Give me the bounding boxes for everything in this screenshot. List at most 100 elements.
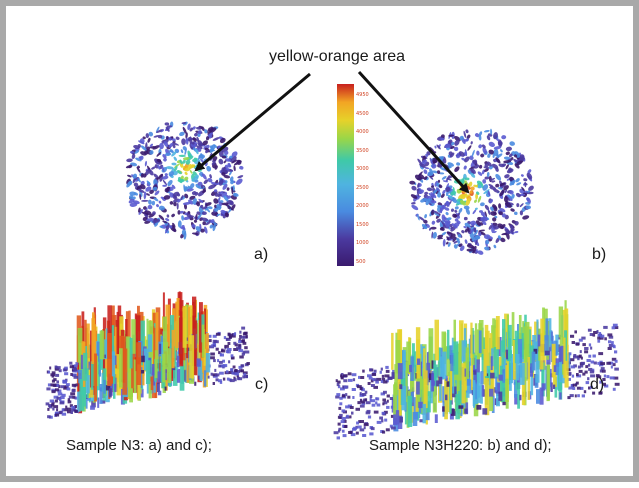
intensity-spike	[561, 309, 565, 345]
intensity-speck	[444, 143, 451, 149]
intensity-spike	[53, 395, 59, 399]
intensity-spike	[553, 384, 556, 389]
intensity-speck	[454, 209, 458, 213]
intensity-spike	[405, 361, 408, 402]
intensity-speck	[523, 178, 528, 182]
intensity-speck	[159, 142, 164, 150]
intensity-speck	[438, 184, 443, 189]
intensity-speck	[436, 218, 441, 223]
intensity-spike	[382, 402, 385, 406]
intensity-spike	[363, 423, 369, 427]
intensity-spike	[163, 316, 167, 351]
intensity-speck	[164, 122, 170, 126]
intensity-spike	[343, 424, 348, 428]
intensity-speck	[410, 194, 418, 199]
intensity-speck	[129, 202, 138, 207]
intensity-speck	[429, 146, 435, 153]
colorbar	[337, 84, 354, 266]
intensity-spike	[502, 401, 507, 406]
intensity-speck	[216, 213, 220, 217]
intensity-spike	[585, 381, 590, 385]
intensity-spike	[242, 350, 246, 354]
intensity-spike	[70, 392, 76, 396]
intensity-spike	[50, 383, 54, 387]
intensity-spike	[370, 399, 375, 403]
intensity-speck	[177, 210, 181, 215]
intensity-spike	[364, 390, 368, 394]
intensity-speck	[196, 145, 203, 150]
intensity-spike	[219, 360, 223, 364]
intensity-spike	[146, 318, 149, 356]
intensity-speck	[191, 224, 196, 228]
intensity-speck	[447, 162, 454, 167]
intensity-spike	[375, 401, 378, 405]
intensity-speck	[467, 169, 472, 175]
intensity-spike	[434, 414, 438, 423]
intensity-speck	[442, 239, 446, 247]
intensity-speck	[446, 231, 453, 235]
arrow-to-panel-a	[194, 72, 311, 172]
intensity-spike	[349, 406, 354, 409]
intensity-spike	[497, 356, 502, 392]
intensity-spike	[199, 302, 203, 353]
intensity-spike	[186, 344, 190, 383]
intensity-speck	[177, 198, 181, 203]
intensity-spike	[511, 312, 515, 346]
intensity-speck	[232, 185, 235, 192]
intensity-spike	[418, 401, 423, 409]
intensity-spike	[386, 405, 390, 409]
panel-a-topview	[125, 121, 244, 240]
intensity-spike	[72, 373, 76, 377]
intensity-speck	[172, 222, 176, 228]
intensity-speck	[156, 177, 160, 180]
intensity-spike	[189, 335, 195, 379]
intensity-speck	[472, 209, 477, 215]
intensity-speck	[439, 207, 443, 214]
intensity-spike	[467, 379, 473, 394]
intensity-spike	[555, 363, 559, 376]
intensity-speck	[492, 222, 498, 226]
intensity-speck	[452, 213, 457, 218]
intensity-spike	[445, 394, 448, 401]
intensity-speck	[129, 194, 134, 200]
intensity-spike	[203, 334, 206, 366]
intensity-spike	[345, 393, 348, 397]
intensity-spike	[219, 371, 224, 375]
intensity-speck	[479, 210, 483, 213]
intensity-speck	[458, 243, 463, 247]
intensity-spike	[438, 376, 443, 384]
intensity-speck	[473, 229, 478, 236]
intensity-spike	[525, 321, 530, 357]
intensity-speck	[430, 185, 435, 188]
intensity-speck	[169, 201, 174, 205]
intensity-speck	[464, 156, 470, 163]
intensity-spike	[74, 396, 78, 400]
intensity-spike	[498, 374, 503, 381]
intensity-spike	[409, 364, 412, 373]
intensity-spike	[71, 405, 75, 409]
intensity-speck	[179, 131, 185, 137]
intensity-spike	[215, 373, 220, 377]
intensity-spike	[108, 388, 112, 398]
intensity-spike	[476, 405, 482, 410]
intensity-speck	[226, 195, 232, 199]
intensity-speck	[163, 157, 167, 162]
intensity-spike	[506, 314, 509, 348]
intensity-spike	[336, 393, 341, 397]
intensity-speck	[463, 130, 467, 138]
intensity-speck	[465, 129, 469, 134]
intensity-spike	[413, 351, 418, 381]
intensity-speck	[478, 134, 482, 141]
intensity-speck	[439, 172, 445, 175]
intensity-speck	[450, 226, 453, 230]
intensity-spike	[103, 379, 106, 394]
intensity-speck	[203, 179, 209, 185]
intensity-speck	[466, 248, 474, 252]
intensity-spike	[395, 340, 401, 374]
intensity-spike	[602, 382, 606, 386]
colorbar-tick: 2500	[356, 184, 369, 191]
intensity-spike	[233, 376, 236, 380]
intensity-speck	[484, 211, 487, 218]
intensity-speck	[473, 227, 477, 233]
intensity-spike	[492, 318, 496, 350]
